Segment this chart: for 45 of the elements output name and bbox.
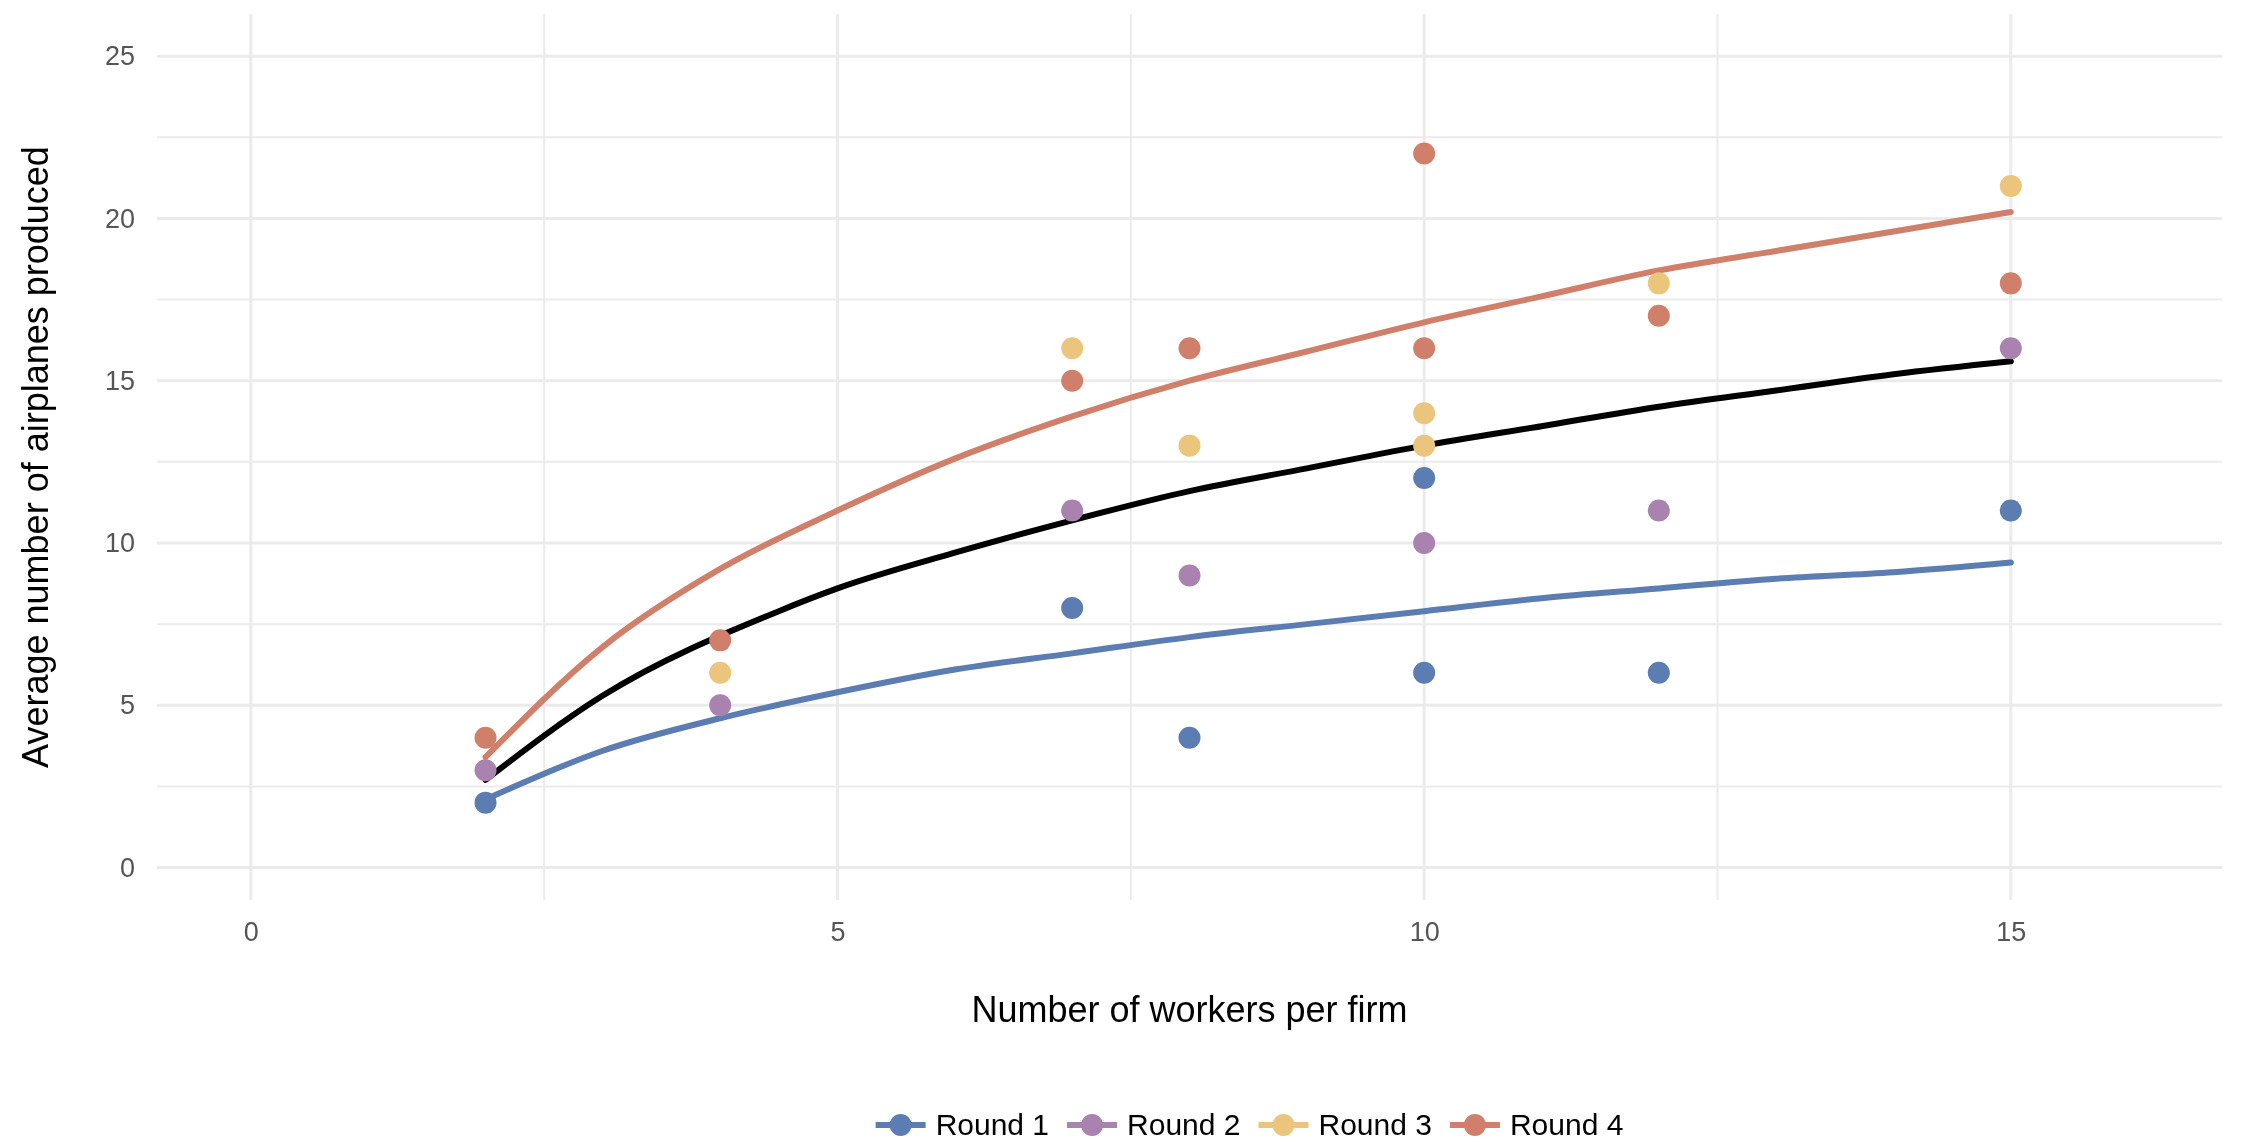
point — [1178, 337, 1201, 360]
point — [1061, 369, 1084, 392]
y-tick-label: 0 — [119, 852, 135, 883]
point — [709, 661, 732, 684]
point — [1061, 499, 1084, 522]
point — [709, 629, 732, 652]
point — [1413, 467, 1436, 490]
point — [1413, 402, 1436, 425]
point — [1178, 726, 1201, 749]
point — [1413, 142, 1436, 165]
legend-label: Round 1 — [935, 1108, 1050, 1141]
y-axis-title: Average number of airplanes produced — [15, 146, 56, 768]
point — [1061, 596, 1084, 619]
x-tick-label: 5 — [830, 917, 846, 948]
point — [1413, 337, 1436, 360]
point — [1647, 499, 1670, 522]
legend-label: Round 3 — [1318, 1108, 1432, 1141]
x-tick-label: 15 — [1996, 917, 2027, 948]
point — [1999, 337, 2022, 360]
point — [1647, 661, 1670, 684]
y-tick-label: 20 — [104, 203, 135, 234]
point — [1413, 661, 1436, 684]
y-tick-label: 10 — [104, 528, 135, 559]
x-tick-label: 10 — [1409, 917, 1440, 948]
point — [709, 694, 732, 717]
point — [474, 726, 497, 749]
y-tick-label: 25 — [104, 41, 135, 72]
point — [474, 791, 497, 814]
y-tick-label: 5 — [119, 690, 135, 721]
legend-label: Round 2 — [1127, 1108, 1241, 1141]
point — [1999, 499, 2022, 522]
legend-label: Round 4 — [1509, 1108, 1624, 1141]
x-tick-label: 0 — [243, 917, 259, 948]
point — [1178, 434, 1201, 457]
point — [1413, 434, 1436, 457]
point — [474, 759, 497, 782]
point — [1999, 272, 2022, 295]
y-tick-label: 15 — [104, 365, 135, 396]
x-axis-title: Number of workers per firm — [971, 989, 1408, 1030]
point — [1647, 304, 1670, 327]
point — [1647, 272, 1670, 295]
point — [1178, 564, 1201, 587]
point — [1061, 337, 1084, 360]
point — [1413, 532, 1436, 554]
point — [1999, 175, 2022, 197]
